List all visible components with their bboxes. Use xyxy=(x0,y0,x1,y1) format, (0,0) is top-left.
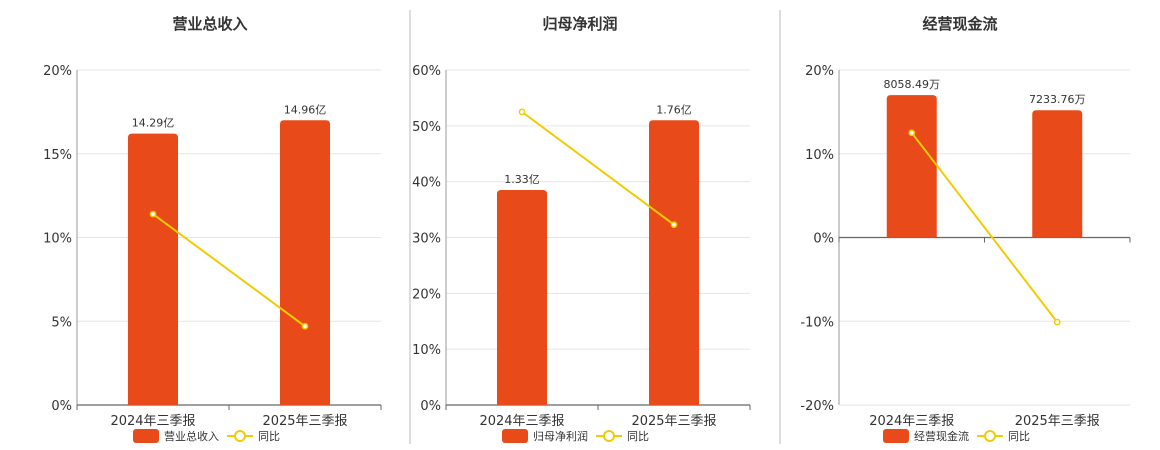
legend-bar-swatch xyxy=(883,429,909,443)
y-tick-label: 40% xyxy=(412,176,441,191)
x-category-label: 2024年三季报 xyxy=(869,414,954,429)
legend-bar-label: 归母净利润 xyxy=(533,429,588,443)
y-tick-label: -10% xyxy=(800,315,834,330)
y-tick-label: 20% xyxy=(412,287,441,302)
y-tick-label: 0% xyxy=(813,232,834,247)
legend-bar-label: 经营现金流 xyxy=(914,429,969,443)
y-tick-label: 5% xyxy=(51,315,72,330)
y-tick-label: 20% xyxy=(43,64,72,79)
y-tick-label: 10% xyxy=(43,232,72,247)
bar-data-label: 1.33亿 xyxy=(504,173,540,186)
x-category-label: 2025年三季报 xyxy=(631,414,716,429)
legend-bar-swatch xyxy=(502,429,528,443)
y-tick-label: 60% xyxy=(412,64,441,79)
yoy-line xyxy=(910,132,1059,323)
legend-line-label: 同比 xyxy=(258,430,280,443)
yoy-point xyxy=(301,322,309,330)
yoy-point xyxy=(670,221,678,229)
bar xyxy=(1032,110,1083,238)
yoy-line xyxy=(152,213,306,328)
yoy-point xyxy=(518,108,526,116)
y-tick-label: 10% xyxy=(805,148,834,163)
legend-line-marker xyxy=(234,430,246,442)
chart-title: 营业总收入 xyxy=(172,15,247,33)
bar xyxy=(649,120,699,405)
bar-data-label: 7233.76万 xyxy=(1029,93,1086,106)
x-category-label: 2025年三季报 xyxy=(1015,414,1100,429)
y-tick-label: 15% xyxy=(43,148,72,163)
bar xyxy=(886,95,937,238)
yoy-point xyxy=(908,129,916,137)
legend-bar-swatch xyxy=(133,429,159,443)
x-category-label: 2024年三季报 xyxy=(479,414,564,429)
chart-title: 归母净利润 xyxy=(542,15,617,33)
chart-panel-2: 归母净利润 0% 10% 20% 30% 40% 50% 60% 2024年三季报 2025年三季… xyxy=(412,15,751,443)
yoy-line xyxy=(521,111,675,226)
bar xyxy=(497,190,547,405)
legend-line-label: 同比 xyxy=(1008,430,1030,443)
y-tick-label: -20% xyxy=(800,399,834,414)
legend-line-marker xyxy=(984,430,996,442)
y-tick-label: 10% xyxy=(412,343,441,358)
bar xyxy=(128,133,178,405)
chart-panel-3: 经营现金流 -20% -10% 0% 10% 20% 2024年三季报 2025年三季报 805… xyxy=(800,15,1131,443)
bar-data-label: 8058.49万 xyxy=(884,78,941,91)
bar xyxy=(280,120,330,405)
legend-line-marker xyxy=(603,430,615,442)
y-tick-label: 50% xyxy=(412,120,441,135)
bar-data-label: 14.96亿 xyxy=(284,103,327,116)
bar-data-label: 14.29亿 xyxy=(132,117,175,130)
legend-bar-label: 营业总收入 xyxy=(164,429,219,443)
chart-title: 经营现金流 xyxy=(922,15,997,33)
legend-line-label: 同比 xyxy=(627,430,649,443)
y-tick-label: 20% xyxy=(805,64,834,79)
x-category-label: 2024年三季报 xyxy=(110,414,195,429)
y-tick-label: 0% xyxy=(51,399,72,414)
yoy-point xyxy=(149,210,157,218)
bar-data-label: 1.76亿 xyxy=(656,103,692,116)
y-tick-label: 30% xyxy=(412,232,441,247)
x-category-label: 2025年三季报 xyxy=(262,414,347,429)
y-tick-label: 0% xyxy=(420,399,441,414)
chart-panel-1: 营业总收入 0% 5% 10% 15% 20% 2024年三季报 2025年三季报 14.29亿… xyxy=(43,15,382,443)
yoy-point xyxy=(1053,318,1061,326)
